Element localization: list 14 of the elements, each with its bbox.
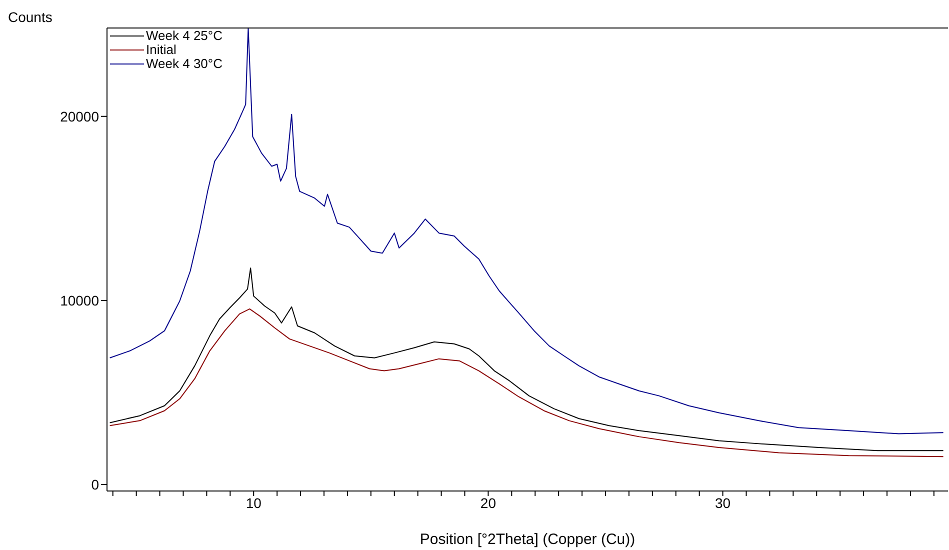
- x-axis-title: Position [°2Theta] (Copper (Cu)): [420, 531, 636, 548]
- x-tick-label: 20: [480, 494, 496, 511]
- line-series: [109, 28, 944, 434]
- legend-label: Week 4 30°C: [146, 56, 222, 71]
- y-tick-label: 20000: [60, 108, 100, 124]
- line-series: [109, 308, 944, 458]
- x-tick-label: 30: [715, 494, 731, 511]
- x-tick-label: 10: [246, 494, 262, 511]
- line-series: [109, 268, 944, 452]
- legend-label: Week 4 25°C: [146, 28, 222, 43]
- legend-label: Initial: [146, 42, 176, 57]
- y-tick-label: 10000: [60, 292, 100, 308]
- y-axis-title: Counts: [8, 9, 52, 25]
- y-tick-label: 0: [91, 476, 100, 493]
